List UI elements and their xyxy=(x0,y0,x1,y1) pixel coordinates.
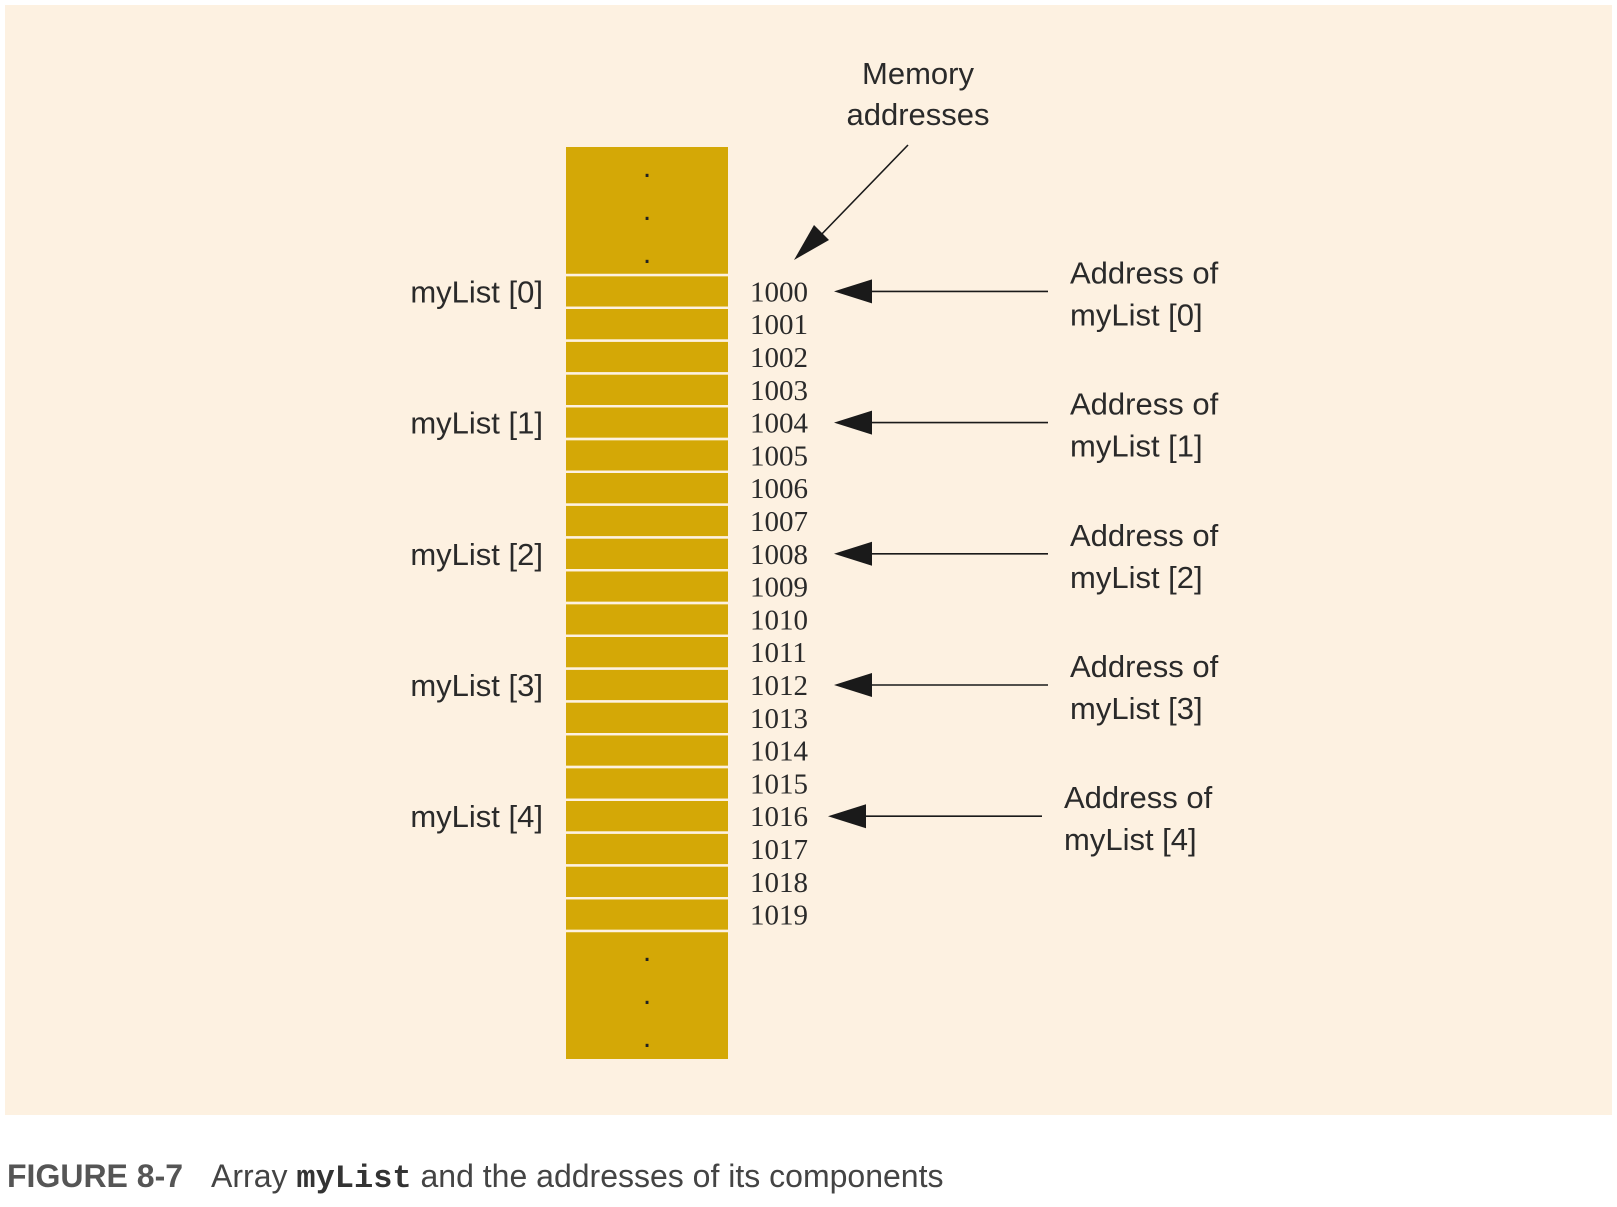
pointer-label: myList [4] xyxy=(1064,822,1197,857)
figure-number: FIGURE 8-7 xyxy=(7,1158,184,1194)
memory-cell xyxy=(566,571,728,602)
memory-cell xyxy=(566,801,728,832)
memory-cell xyxy=(566,866,728,897)
caption-code: myList xyxy=(296,1160,412,1197)
pointer-label: myList [3] xyxy=(1070,691,1203,726)
memory-cell xyxy=(566,374,728,405)
header-arrowhead xyxy=(794,225,829,260)
address-label: 1008 xyxy=(750,539,808,571)
address-pointer: Address of myList [2] xyxy=(834,518,1219,595)
ellipsis-dot: . xyxy=(643,935,651,968)
memory-cell xyxy=(566,899,728,930)
address-label: 1007 xyxy=(750,506,808,538)
memory-diagram: ...... 100010011002100310041005100610071… xyxy=(410,56,1219,1059)
address-pointer: Address of myList [1] xyxy=(834,387,1219,464)
address-label: 1016 xyxy=(750,801,808,833)
pointer-label: myList [2] xyxy=(1070,560,1203,595)
address-label: 1006 xyxy=(750,473,808,505)
address-label: 1010 xyxy=(750,604,808,636)
address-label: 1011 xyxy=(750,637,807,669)
element-labels: myList [0] myList [1] myList [2] myList [3]… xyxy=(410,274,543,834)
address-label: 1005 xyxy=(750,440,808,472)
pointer-arrowhead xyxy=(828,804,866,829)
ellipsis-dot: . xyxy=(643,237,651,270)
memory-cell xyxy=(566,538,728,569)
ellipsis-dot: . xyxy=(643,978,651,1011)
pointer-label: Address of xyxy=(1070,255,1219,290)
element-label: myList [0] xyxy=(410,274,543,309)
pointer-label: Address of xyxy=(1070,649,1219,684)
pointer-arrowhead xyxy=(834,279,872,304)
memory-cell xyxy=(566,309,728,340)
ellipsis-dot: . xyxy=(643,194,651,227)
element-label: myList [3] xyxy=(410,668,543,703)
memory-cell xyxy=(566,407,728,438)
memory-cell xyxy=(566,604,728,635)
address-label: 1017 xyxy=(750,834,808,866)
pointer-label: myList [1] xyxy=(1070,429,1203,464)
memory-cell xyxy=(566,833,728,865)
address-label: 1015 xyxy=(750,768,808,800)
memory-cell xyxy=(566,505,728,537)
pointer-label: myList [0] xyxy=(1070,297,1203,332)
diagram-panel xyxy=(5,5,1612,1115)
address-label: 1004 xyxy=(750,408,809,440)
memory-continuation-top-rect xyxy=(566,147,728,275)
element-label: myList [2] xyxy=(410,537,543,572)
header-arrow-line xyxy=(817,144,909,239)
pointer-label: Address of xyxy=(1070,387,1219,422)
memory-continuation-bottom: ... xyxy=(566,931,728,1059)
figure-caption: FIGURE 8-7 Array myList and the addresses… xyxy=(7,1158,943,1197)
address-label: 1009 xyxy=(750,572,808,604)
pointer-arrowhead xyxy=(834,673,872,697)
address-label: 1012 xyxy=(750,670,808,702)
memory-cell xyxy=(566,440,728,471)
memory-cell xyxy=(566,637,728,668)
address-label: 1001 xyxy=(750,309,808,341)
address-column: 1000100110021003100410051006100710081009… xyxy=(750,276,809,931)
caption-text-pre: Array xyxy=(211,1158,297,1194)
address-label: 1002 xyxy=(750,342,808,374)
pointer-label: Address of xyxy=(1070,518,1219,553)
ellipsis-dot: . xyxy=(643,151,651,184)
address-pointer: Address of myList [3] xyxy=(834,649,1219,726)
pointer-label: Address of xyxy=(1064,780,1213,815)
address-label: 1014 xyxy=(750,736,809,768)
header-text: Memory xyxy=(862,56,974,91)
address-label: 1019 xyxy=(750,900,808,932)
element-label: myList [1] xyxy=(410,406,543,441)
element-label: myList [4] xyxy=(410,799,543,834)
memory-addresses-header: Memory addresses xyxy=(794,56,990,260)
caption-text-post: and the addresses of its components xyxy=(411,1158,944,1194)
header-text: addresses xyxy=(846,97,989,132)
memory-cell xyxy=(566,473,728,504)
memory-cells: ...... xyxy=(566,147,728,1059)
address-label: 1013 xyxy=(750,703,808,735)
address-pointer: Address of myList [4] xyxy=(828,780,1213,857)
pointer-arrowhead xyxy=(834,541,872,566)
ellipsis-dot: . xyxy=(643,1021,651,1054)
address-label: 1000 xyxy=(750,276,808,308)
memory-cell xyxy=(566,735,728,766)
memory-continuation-bottom-rect xyxy=(566,931,728,1059)
memory-cell xyxy=(566,276,728,307)
address-pointers: Address of myList [0] Address of myList [1]… xyxy=(828,255,1219,857)
memory-cell xyxy=(566,341,728,373)
memory-continuation-top: ... xyxy=(566,147,728,275)
pointer-arrowhead xyxy=(834,410,872,435)
memory-cell xyxy=(566,669,728,701)
address-label: 1003 xyxy=(750,375,808,407)
address-pointer: Address of myList [0] xyxy=(834,255,1219,332)
address-label: 1018 xyxy=(750,867,808,899)
memory-cell xyxy=(566,702,728,733)
memory-cell xyxy=(566,768,728,799)
